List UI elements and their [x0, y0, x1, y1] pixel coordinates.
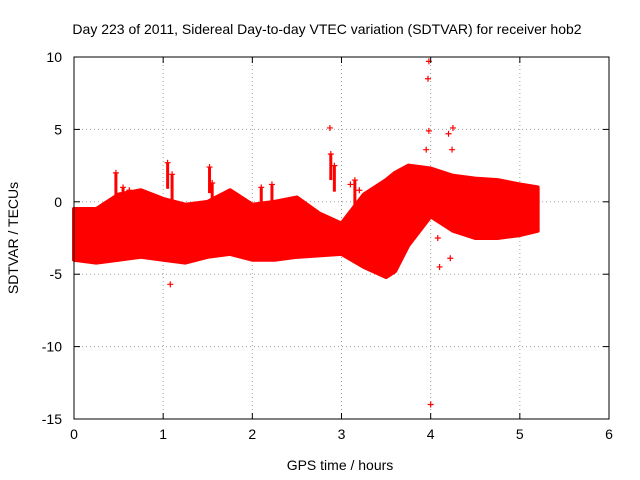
- outlier-point-marker: [449, 146, 456, 153]
- spike-point-marker: [126, 187, 133, 194]
- y-tick-label: -5: [50, 266, 63, 282]
- x-tick-label: 0: [70, 426, 78, 442]
- x-tick-label: 4: [427, 426, 435, 442]
- y-tick-label: 5: [54, 121, 62, 137]
- spike-point-marker: [206, 164, 213, 171]
- axis-ticks: 0 1 2 3 4 5 6 10 5 0 -5 -10 -15: [42, 49, 613, 442]
- spike-point-marker: [112, 169, 119, 176]
- spike-point-marker: [164, 159, 171, 166]
- y-tick-label: 10: [46, 49, 62, 65]
- y-tick-label: -10: [42, 339, 62, 355]
- outlier-point-marker: [356, 187, 363, 194]
- spike-point-marker: [258, 184, 265, 191]
- x-tick-label: 5: [516, 426, 524, 442]
- x-tick-label: 6: [605, 426, 613, 442]
- outlier-point-marker: [423, 146, 430, 153]
- outlier-point-marker: [447, 255, 454, 262]
- spike-point-marker: [169, 171, 176, 178]
- y-tick-label: -15: [42, 411, 62, 427]
- outlier-point-marker: [347, 181, 354, 188]
- spike-point-marker: [209, 179, 216, 186]
- outlier-point-marker: [326, 124, 333, 131]
- outlier-point-marker: [167, 281, 174, 288]
- outlier-point-marker: [424, 75, 431, 82]
- spike-point-marker: [268, 181, 275, 188]
- outlier-point-marker: [436, 263, 443, 270]
- x-tick-label: 1: [159, 426, 167, 442]
- spike-point-marker: [331, 162, 338, 169]
- x-tick-label: 2: [248, 426, 256, 442]
- outlier-point-marker: [427, 401, 434, 408]
- spike-point-marker: [351, 177, 358, 184]
- y-axis-label: SDTVAR / TECUs: [5, 182, 21, 294]
- sdtvar-point-band: [72, 163, 540, 280]
- outlier-point-marker: [449, 124, 456, 131]
- outlier-point-marker: [445, 130, 452, 137]
- outlier-point-marker: [425, 127, 432, 134]
- x-axis-label: GPS time / hours: [287, 457, 394, 473]
- spike-point-marker: [120, 184, 127, 191]
- spike-point-marker: [327, 151, 334, 158]
- x-tick-label: 3: [338, 426, 346, 442]
- data-points: [112, 58, 456, 408]
- outlier-point-marker: [434, 235, 441, 241]
- data-band: [72, 163, 540, 280]
- y-tick-label: 0: [54, 194, 62, 210]
- chart-title: Day 223 of 2011, Sidereal Day-to-day VTE…: [72, 21, 581, 37]
